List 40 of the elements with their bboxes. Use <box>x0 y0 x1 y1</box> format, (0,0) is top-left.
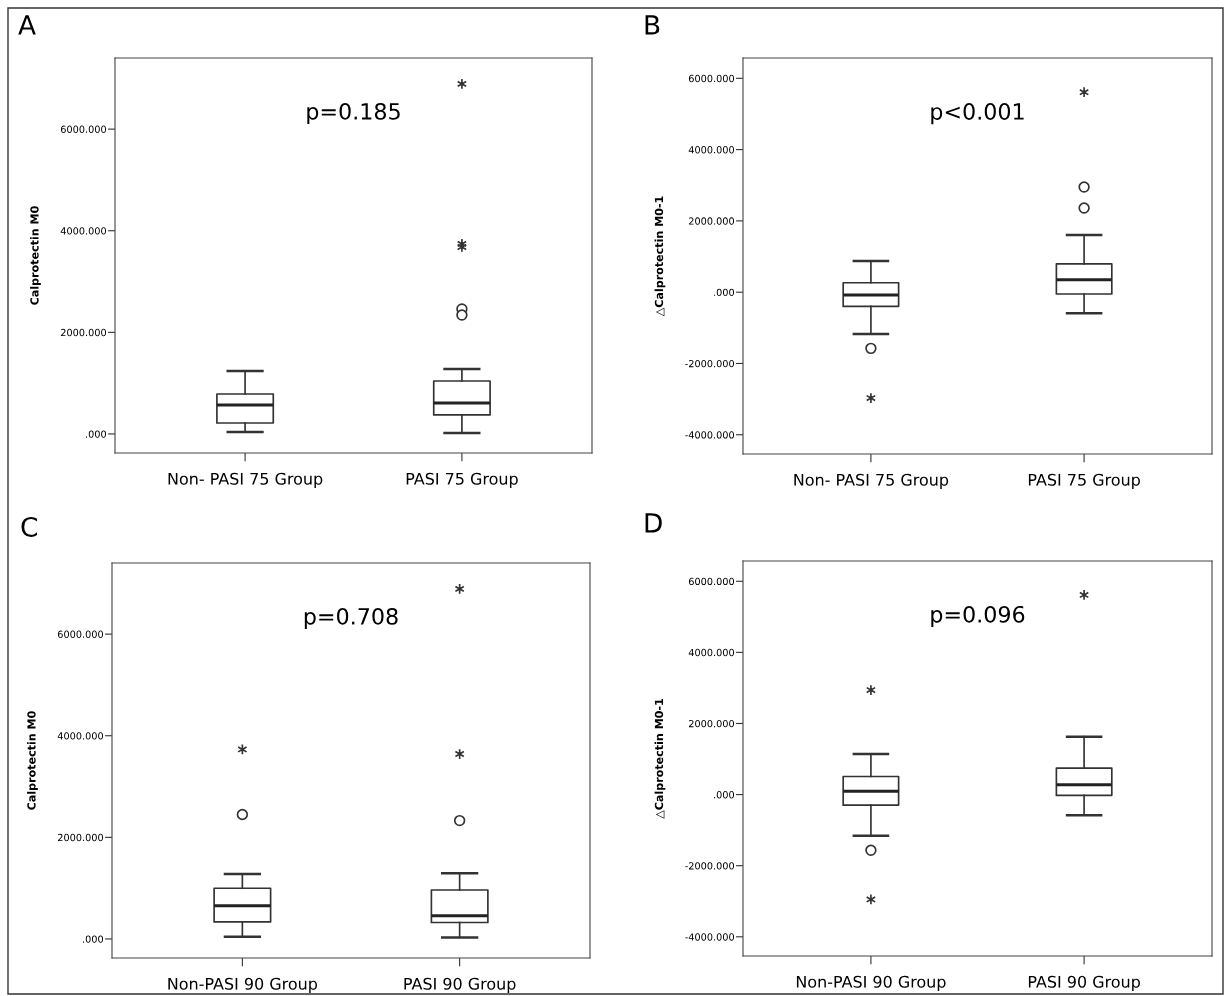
chart-title: D <box>645 513 662 533</box>
y-tick-label: .000 <box>83 935 104 943</box>
chart-title: B <box>645 15 660 35</box>
y-axis-title: Calprotectin M0 <box>30 206 41 305</box>
y-tick-label: -4000.000 <box>685 431 735 439</box>
x-tick-label: Non-PASI 90 Group <box>168 977 318 993</box>
y-tick-label: 6000.000 <box>688 74 735 83</box>
y-tick-label: -2000.000 <box>685 862 735 870</box>
x-tick-label: Non- PASI 75 Group <box>168 472 323 488</box>
y-tick-label: 2000.000 <box>60 328 107 337</box>
annotation: p=0.185 <box>307 102 400 125</box>
y-tick-label: -2000.000 <box>685 359 735 368</box>
y-tick-label: 6000.000 <box>57 630 104 638</box>
x-tick-label: PASI 90 Group <box>404 977 516 993</box>
y-tick-label: .000 <box>86 430 107 438</box>
annotation: p=0.708 <box>304 607 398 630</box>
y-tick-label: 2000.000 <box>688 217 735 225</box>
chart-title: C <box>21 516 37 537</box>
x-tick-label: PASI 90 Group <box>1028 975 1140 991</box>
y-tick-label: 4000.000 <box>688 146 735 154</box>
y-tick-label: 4000.000 <box>57 732 104 740</box>
annotation: p<0.001 <box>931 103 1024 125</box>
y-tick-label: .000 <box>714 288 735 297</box>
x-tick-label: Non-PASI 90 Group <box>796 975 946 991</box>
y-tick-label: 4000.000 <box>60 227 107 235</box>
y-tick-label: .000 <box>714 791 735 799</box>
annotation: p=0.096 <box>931 605 1025 628</box>
y-axis-title: △Calprotectin M0-1 <box>654 699 666 819</box>
y-tick-label: 2000.000 <box>688 719 735 728</box>
y-tick-label: 6000.000 <box>688 577 735 586</box>
y-axis-title: △Calprotectin M0-1 <box>654 196 666 317</box>
y-tick-label: 4000.000 <box>688 648 735 657</box>
y-tick-label: 6000.000 <box>60 125 107 133</box>
y-tick-label: -4000.000 <box>685 933 735 941</box>
x-tick-label: PASI 75 Group <box>1028 473 1140 489</box>
x-tick-label: PASI 75 Group <box>406 472 518 488</box>
chart-title: A <box>18 15 36 35</box>
x-tick-label: Non- PASI 75 Group <box>794 473 949 489</box>
y-tick-label: 2000.000 <box>57 833 104 842</box>
y-axis-title: Calprotectin M0 <box>27 711 38 810</box>
